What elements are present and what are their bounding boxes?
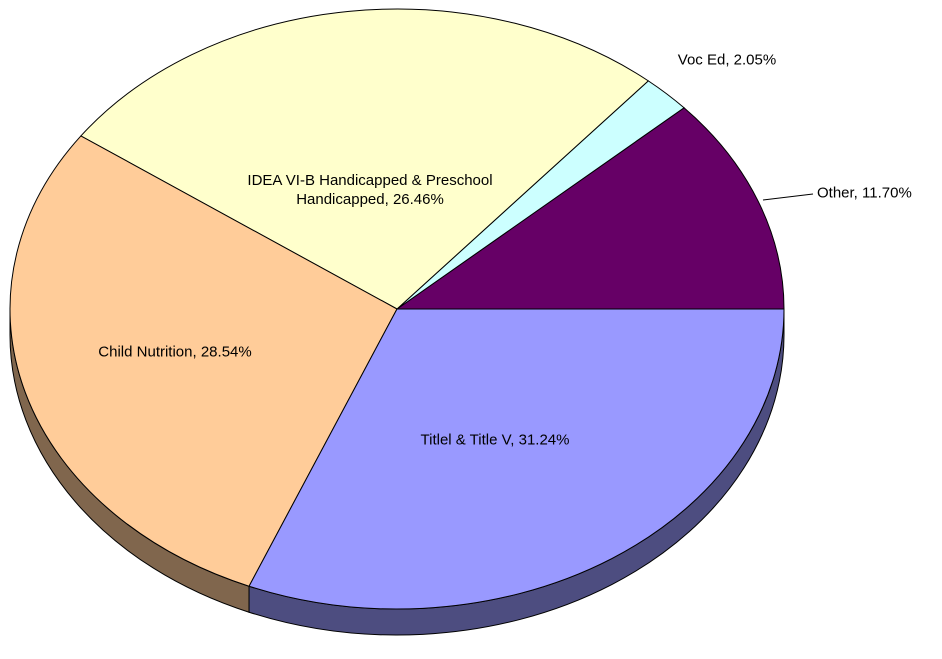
data-label: Voc Ed, 2.05% <box>678 51 776 70</box>
label-category: Child Nutrition, <box>98 343 197 361</box>
data-label: IDEA VI-B Handicapped & Preschool Handic… <box>245 171 495 209</box>
label-category: Other, <box>817 184 858 202</box>
slice <box>9 135 398 587</box>
label-category: IDEA VI-B Handicapped & Preschool Handic… <box>247 172 493 208</box>
slice <box>248 308 785 610</box>
label-value: 28.54% <box>200 343 252 361</box>
label-value: 26.46% <box>392 191 444 208</box>
label-value: 11.70% <box>862 184 912 202</box>
slices <box>9 8 785 636</box>
data-label: Other, 11.70% <box>817 184 912 203</box>
data-label: Titlel & Title V, 31.24% <box>410 431 580 450</box>
label-category: Voc Ed, <box>677 51 730 69</box>
leader-line <box>762 193 814 201</box>
data-label: Child Nutrition, 28.54% <box>98 343 251 362</box>
label-category: Titlel & Title V, <box>420 431 515 449</box>
label-value: 2.05% <box>733 51 777 69</box>
label-value: 31.24% <box>518 431 570 449</box>
slice <box>80 8 650 310</box>
slice <box>395 107 785 310</box>
